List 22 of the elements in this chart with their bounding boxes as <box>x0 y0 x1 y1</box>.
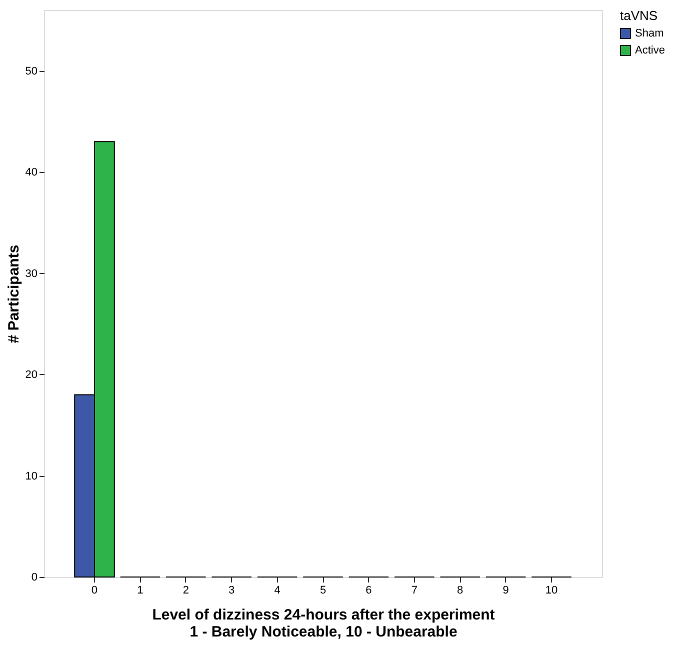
x-tick-label: 1 <box>137 584 144 596</box>
x-tick-label: 8 <box>457 584 464 596</box>
y-tick-label: 0 <box>31 572 38 584</box>
x-tick-label: 5 <box>320 584 326 596</box>
x-tick-label: 10 <box>545 584 558 596</box>
y-tick-label: 50 <box>25 65 38 78</box>
y-tick-label: 30 <box>25 268 38 280</box>
x-tick-label: 0 <box>91 584 98 596</box>
y-tick-label: 40 <box>25 166 38 178</box>
legend-label: Active <box>635 44 665 56</box>
x-tick-label: 4 <box>274 584 280 596</box>
y-tick-label: 10 <box>25 470 38 482</box>
y-axis-title: # Participants <box>5 244 22 344</box>
x-axis-title: Level of dizziness 24-hours after the experiment 1 - Barely Noticeable, 10 - Unbearable <box>152 606 495 640</box>
legend-title: taVNS <box>620 8 658 23</box>
x-tick-label: 7 <box>411 584 418 596</box>
y-tick-label: 20 <box>25 369 38 381</box>
x-tick-label: 3 <box>228 584 235 596</box>
legend-label: Sham <box>635 28 664 40</box>
x-tick-label: 6 <box>366 584 372 596</box>
x-tick-label: 9 <box>502 584 509 596</box>
x-tick-label: 2 <box>182 584 189 596</box>
